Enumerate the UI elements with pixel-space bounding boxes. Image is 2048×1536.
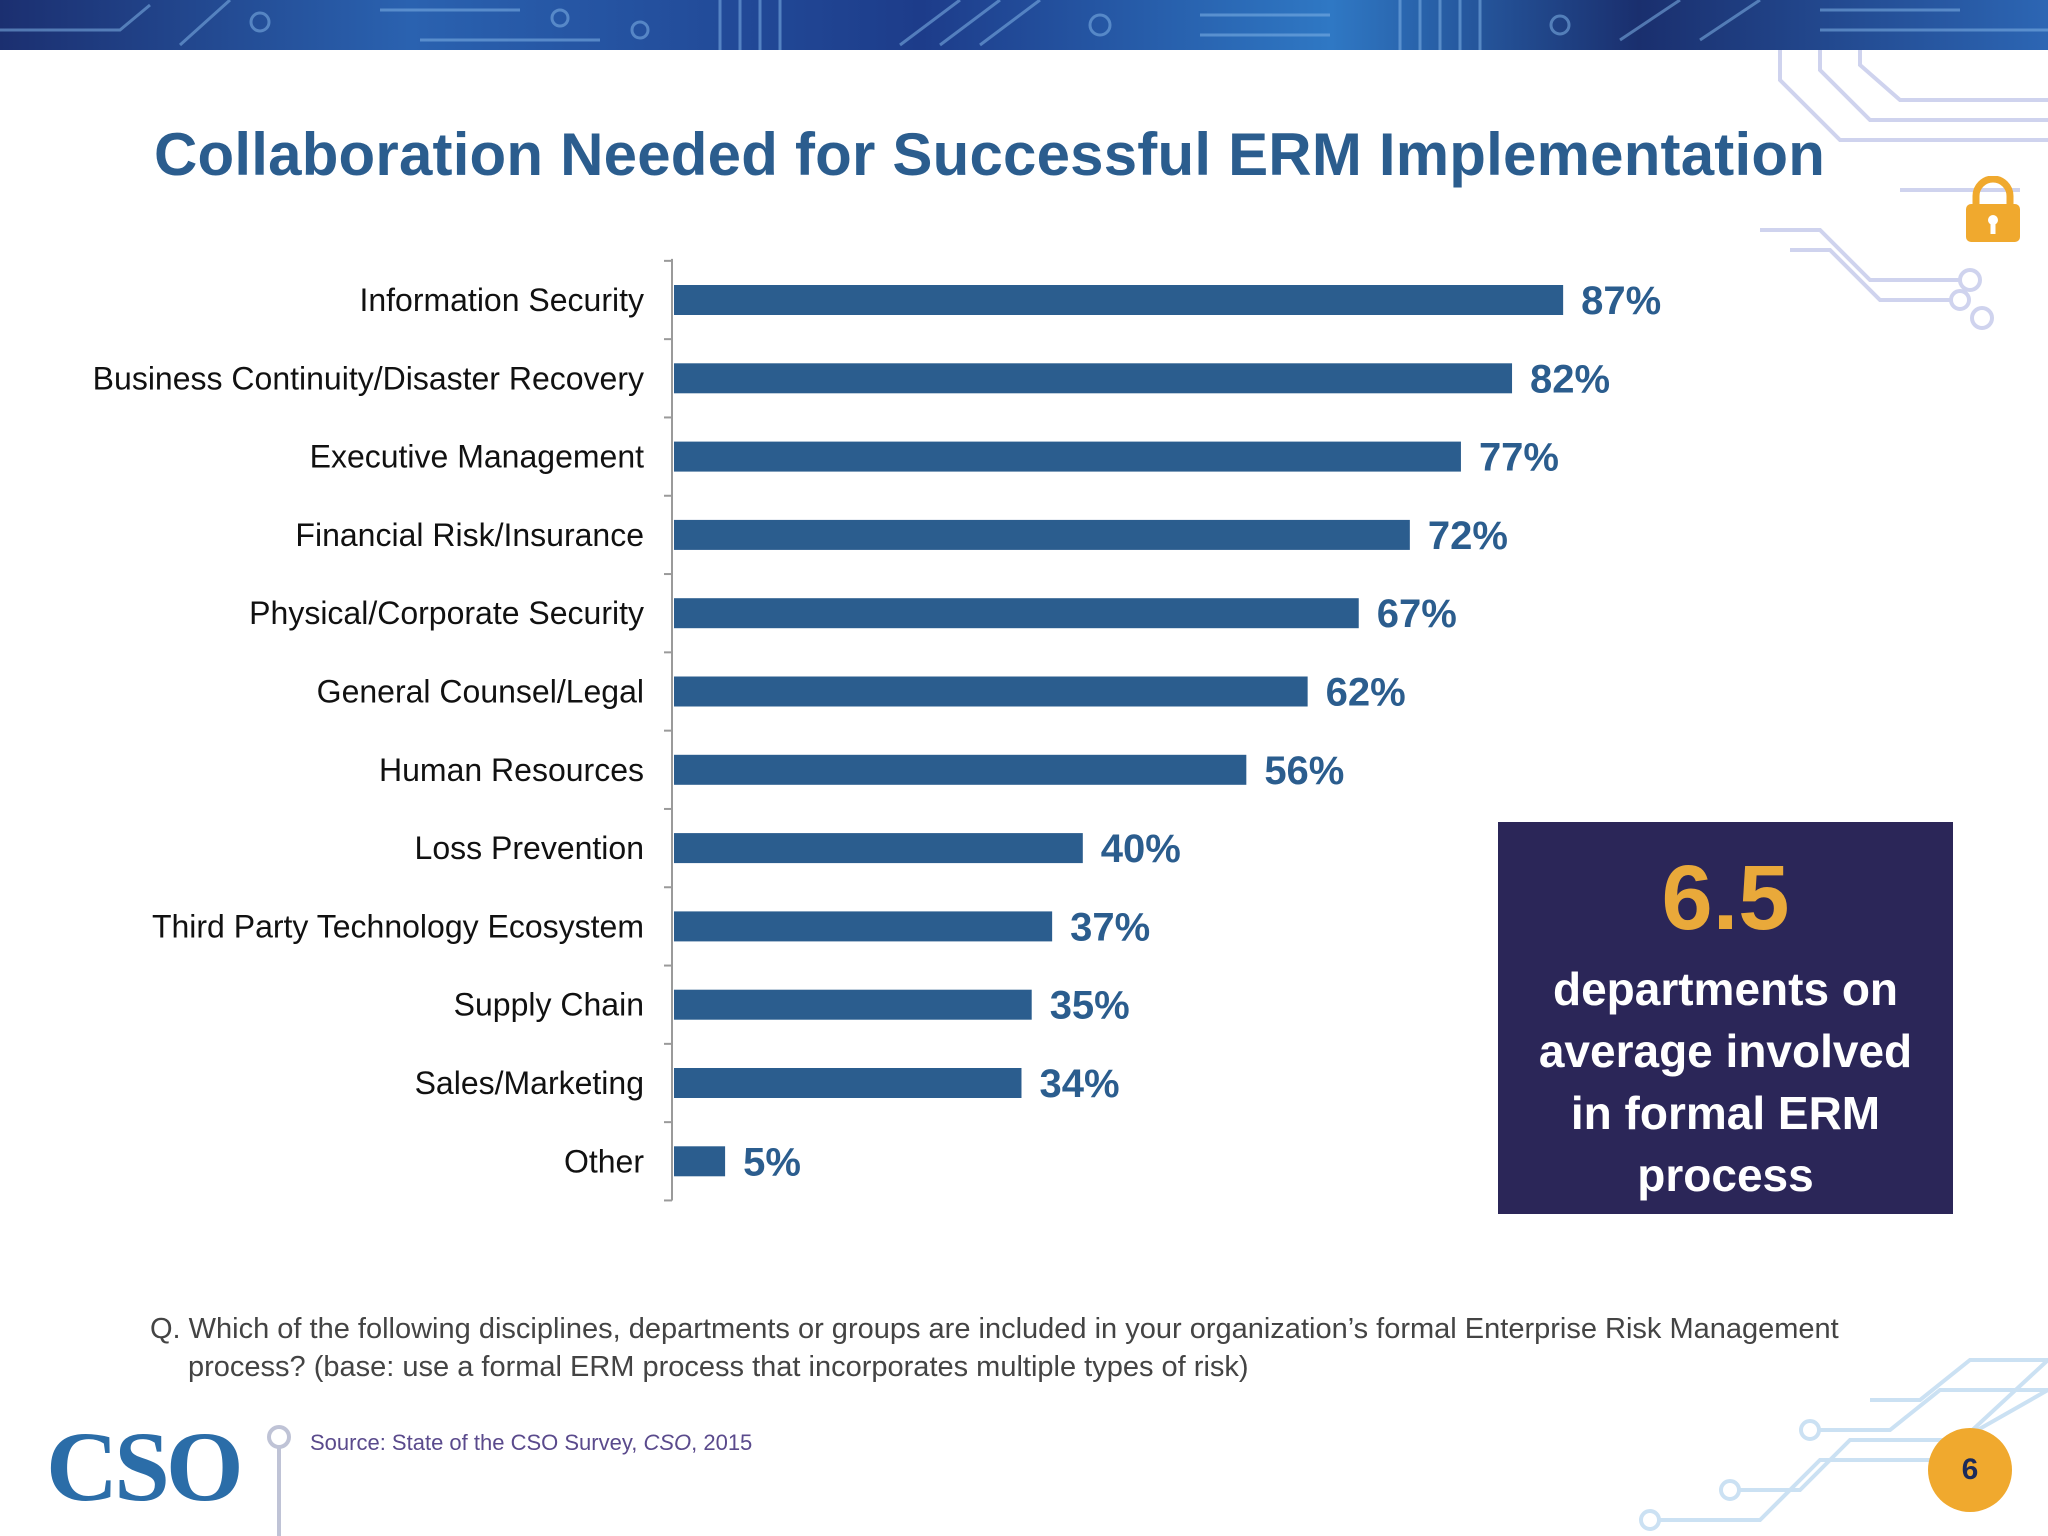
bar-series: 87% 82% 77% 72% 67% 62% 56% 40% 37% 35% 34% 5% — [674, 279, 1661, 1184]
category-axis: Information Security Business Continuity/… — [93, 258, 673, 1202]
bar — [674, 1068, 1022, 1098]
bar — [674, 363, 1513, 394]
bar-value-label: 77% — [1479, 436, 1559, 480]
bar-value-label: 37% — [1070, 905, 1150, 949]
bar — [674, 833, 1083, 864]
bar-value-label: 34% — [1039, 1062, 1119, 1106]
circuit-decoration-bottom — [1639, 1358, 2048, 1531]
category-label: Financial Risk/Insurance — [295, 517, 644, 553]
bar — [674, 1146, 726, 1177]
bar — [674, 285, 1564, 315]
category-label: Business Continuity/Disaster Recovery — [93, 360, 644, 396]
cso-logo: CSO — [46, 1411, 244, 1522]
category-label: Sales/Marketing — [415, 1065, 644, 1101]
category-label: Third Party Technology Ecosystem — [152, 908, 644, 944]
callout-text: departments on average involved in forma… — [1538, 963, 1913, 1201]
bar-value-label: 67% — [1377, 592, 1457, 636]
circuit-banner — [0, 0, 2048, 50]
bar-value-label: 5% — [743, 1140, 801, 1184]
survey-question: Q. Which of the following disciplines, d… — [150, 1313, 1839, 1383]
bar — [674, 911, 1053, 942]
bar-value-label: 87% — [1581, 279, 1661, 323]
source-prefix: Source: State of the CSO Survey, — [310, 1430, 638, 1455]
callout-number: 6.5 — [1661, 847, 1790, 949]
category-label: Supply Chain — [454, 987, 644, 1023]
bar — [674, 441, 1461, 472]
bar-value-label: 62% — [1326, 671, 1406, 715]
source-publication: CSO — [643, 1430, 692, 1455]
category-label: Human Resources — [379, 752, 644, 788]
bar-value-label: 35% — [1050, 984, 1130, 1028]
bar — [674, 519, 1410, 550]
bar-value-label: 56% — [1264, 749, 1344, 793]
lock-icon — [1966, 176, 2020, 242]
slide-title: Collaboration Needed for Successful ERM … — [154, 121, 1826, 188]
bar — [674, 676, 1308, 707]
bar-value-label: 72% — [1428, 514, 1508, 558]
category-label: Other — [564, 1143, 644, 1179]
circuit-decoration-top — [1760, 50, 2048, 330]
category-label: Information Security — [359, 282, 644, 318]
category-label: Loss Prevention — [415, 830, 644, 866]
source-suffix: , 2015 — [691, 1430, 753, 1455]
bar — [674, 989, 1032, 1020]
bar-value-label: 40% — [1101, 827, 1181, 871]
category-label: General Counsel/Legal — [317, 674, 644, 710]
bar — [674, 754, 1247, 785]
pin-decoration — [267, 1425, 291, 1536]
average-departments-callout: 6.5 departments on average involved in f… — [1498, 822, 1953, 1214]
source-citation: Source: State of the CSO Survey, CSO, 20… — [310, 1430, 752, 1456]
page-number-badge: 6 — [1928, 1428, 2012, 1512]
bar — [674, 598, 1359, 629]
circuit-banner-pattern — [0, 0, 2048, 50]
bar-value-label: 82% — [1530, 357, 1610, 401]
category-label: Executive Management — [310, 439, 645, 475]
category-label: Physical/Corporate Security — [249, 595, 644, 631]
